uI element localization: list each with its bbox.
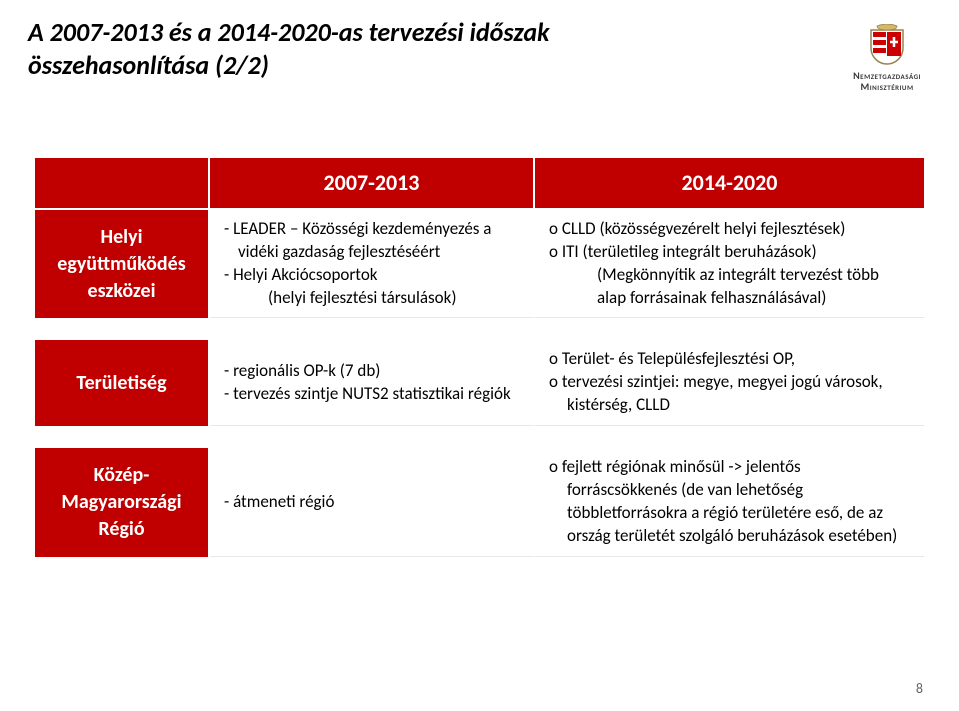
cell-r3-b: fejlett régiónak minősül -> jelentős for… (535, 448, 924, 557)
header-blank (35, 158, 210, 210)
list-item: Helyi Akciócsoportok (helyi fejlesztési … (224, 264, 519, 310)
cell-r2-b: Terület- és Településfejlesztési OP, ter… (535, 340, 924, 426)
row-label-central-region: Közép-Magyarországi Régió (35, 448, 210, 557)
table-row: Helyi együttműködés eszközei LEADER – Kö… (35, 210, 924, 319)
list-item: ITI (területileg integrált beruházások) … (549, 241, 910, 310)
cell-r2-a: regionális OP-k (7 db) tervezés szintje … (210, 340, 535, 426)
cell-r1-b: CLLD (közösségvezérelt helyi fejlesztése… (535, 210, 924, 319)
row-label-territoriality: Területiség (35, 340, 210, 426)
list-item: CLLD (közösségvezérelt helyi fejlesztése… (549, 218, 910, 241)
cell-r3-a: átmeneti régió (210, 448, 535, 557)
slide-title-line2: összehasonlítása (2/2) (28, 49, 550, 82)
list-item: fejlett régiónak minősül -> jelentős for… (549, 456, 910, 548)
list-item: tervezési szintjei: megye, megyei jogú v… (549, 371, 910, 417)
row-spacer (35, 318, 924, 340)
page-number: 8 (916, 680, 923, 697)
table-header-row: 2007-2013 2014-2020 (35, 158, 924, 210)
ministry-logo: Nemzetgazdasági Minisztérium (853, 24, 921, 92)
header-2014-2020: 2014-2020 (535, 158, 924, 210)
cell-r1-a: LEADER – Közösségi kezdeményezés a vidék… (210, 210, 535, 319)
slide-title: A 2007-2013 és a 2014-2020-as tervezési … (28, 16, 550, 81)
comparison-table: 2007-2013 2014-2020 Helyi együttműködés … (35, 158, 924, 557)
list-item: tervezés szintje NUTS2 statisztikai régi… (224, 383, 519, 406)
row-spacer (35, 426, 924, 448)
table-row: Területiség regionális OP-k (7 db) terve… (35, 340, 924, 426)
coat-of-arms-icon (869, 24, 905, 68)
slide-title-line1: A 2007-2013 és a 2014-2020-as tervezési … (28, 16, 550, 49)
list-item: regionális OP-k (7 db) (224, 360, 519, 383)
list-item: Terület- és Településfejlesztési OP, (549, 348, 910, 371)
row-label-cooperation: Helyi együttműködés eszközei (35, 210, 210, 319)
list-item: átmeneti régió (224, 491, 519, 514)
list-item: LEADER – Közösségi kezdeményezés a vidék… (224, 218, 519, 264)
ministry-name-line2: Minisztérium (853, 81, 921, 92)
table-row: Közép-Magyarországi Régió átmeneti régió… (35, 448, 924, 557)
header-2007-2013: 2007-2013 (210, 158, 535, 210)
